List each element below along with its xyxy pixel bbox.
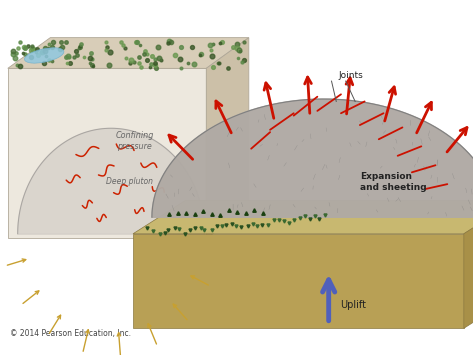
Polygon shape <box>206 38 249 239</box>
Text: Uplift: Uplift <box>340 300 366 310</box>
Polygon shape <box>8 69 206 239</box>
Polygon shape <box>18 128 204 234</box>
Polygon shape <box>152 99 474 217</box>
Text: Expansion
and sheeting: Expansion and sheeting <box>360 172 427 192</box>
Text: Deep pluton: Deep pluton <box>106 176 154 186</box>
Polygon shape <box>8 38 249 69</box>
Polygon shape <box>133 201 474 234</box>
Polygon shape <box>464 201 474 328</box>
Text: Confining
pressure: Confining pressure <box>116 131 154 151</box>
Ellipse shape <box>25 48 64 63</box>
Polygon shape <box>133 234 464 328</box>
Text: Joints: Joints <box>338 71 363 80</box>
Text: © 2014 Pearson Education, Inc.: © 2014 Pearson Education, Inc. <box>10 329 131 338</box>
